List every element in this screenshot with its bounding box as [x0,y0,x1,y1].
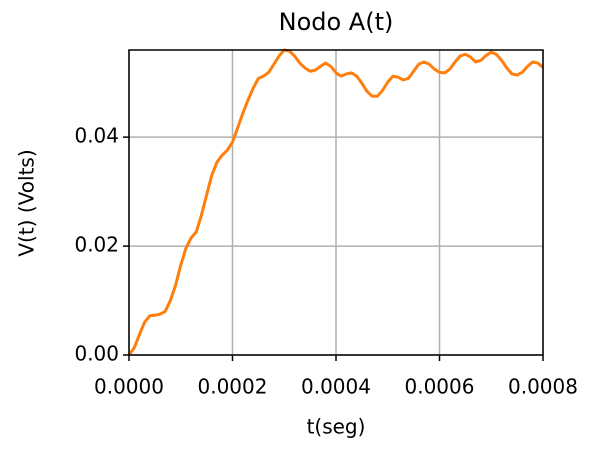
y-tick-label: 0.02 [74,233,119,257]
x-tick-label: 0.0002 [198,375,268,399]
plot-frame [128,49,544,356]
x-tick-label: 0.0008 [508,375,578,399]
line-series [127,48,544,356]
y-axis-label: V(t) (Volts) [15,149,39,256]
x-tick-label: 0.0004 [301,375,371,399]
y-tick-label: 0.00 [74,342,119,366]
x-tick-label: 0.0000 [94,375,164,399]
x-tick-label: 0.0006 [405,375,475,399]
chart-title: Nodo A(t) [279,8,394,36]
x-axis-label: t(seg) [307,415,366,439]
y-tick-label: 0.04 [74,124,119,148]
